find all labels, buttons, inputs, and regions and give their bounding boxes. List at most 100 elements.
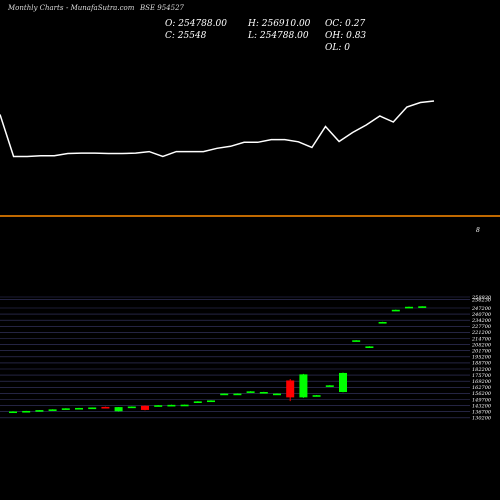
price-tick-label: 175700 [472,373,492,379]
candle-body [339,372,347,393]
candle [141,405,149,411]
candle [286,379,295,402]
price-tick-label: 227700 [471,324,492,330]
candle-body [114,407,123,412]
ohlc-low: L: 254788.00 [247,31,309,41]
candle [114,407,123,412]
candle [325,385,334,387]
candle [193,401,202,403]
candle [101,406,110,409]
candle-body [233,393,242,396]
candle [61,408,70,410]
candle-body [405,306,413,309]
candlestick-chart [9,306,427,414]
candle-body [365,346,374,348]
price-tick-label: 240700 [471,312,492,318]
candle [299,373,308,398]
candle-body [167,404,176,407]
candle-body [61,408,70,410]
candle [22,410,31,413]
candle [180,404,189,407]
header-source: - MunafaSutra.com [66,4,135,12]
header-symbol: BSE 954527 [139,4,185,12]
candle-body [378,321,387,324]
candle [167,404,176,407]
ohlc-close: C: 25548 [165,31,207,41]
candle-body [141,405,149,410]
price-line [0,100,435,158]
candle [418,306,427,308]
price-tick-label: 256230 [471,297,492,303]
candle-body [88,407,97,410]
price-tick-label: 258930 [471,295,492,301]
candle-body [299,374,308,398]
candle [127,406,136,409]
price-tick-label: 195200 [472,355,492,361]
price-tick-label: 234200 [471,318,492,324]
price-tick-label: 143200 [472,403,492,409]
price-tick-label: 130200 [472,416,492,422]
ohlc-open: O: 254788.00 [165,19,227,29]
price-tick-label: 208200 [471,342,492,348]
candle [233,393,242,396]
price-tick-label: 221200 [471,330,492,336]
candle-body [207,400,215,403]
candle [365,346,374,348]
candle [246,391,255,393]
price-grid [0,296,470,419]
candle [35,410,44,412]
ohlc-ol: OL: 0 [325,43,350,53]
candle [75,407,83,410]
candle-body [9,411,17,414]
candle [391,309,400,312]
candle-body [22,410,31,413]
candle [88,407,97,410]
candle-body [418,306,427,308]
price-tick-label: 136700 [472,410,492,416]
header-period: Monthly Charts [7,4,64,12]
candle [259,391,268,394]
price-tick-label: 169200 [472,379,492,385]
price-tick-label: 201700 [471,349,492,355]
candle [207,400,215,403]
candle-body [127,406,136,409]
candle [9,411,17,414]
candle-body [259,392,268,394]
price-tick-label: 214700 [471,336,492,342]
candle-body [220,393,229,396]
candle-body [101,406,110,409]
candle-body [325,385,334,387]
candle-body [154,405,163,407]
candle [352,340,361,342]
candle-body [352,340,361,342]
candle-body [35,410,44,412]
price-tick-label: 156200 [472,391,492,397]
candle [312,395,321,397]
candle-body [75,407,83,410]
price-tick-label: 162700 [472,385,492,391]
candle [154,405,163,407]
panel-marker: 8 [476,227,480,234]
price-tick-label: 247200 [471,306,492,312]
ohlc-oh: OH: 0.83 [325,31,366,41]
candle-body [193,401,202,403]
candle-body [180,404,189,407]
price-tick-label: 149700 [472,397,492,403]
header-source-text: MunafaSutra.com [70,4,135,12]
price-tick-label: 182200 [472,367,492,373]
candle-body [286,380,295,398]
candle-body [312,395,321,397]
candle-body [273,393,281,396]
candle-body [48,409,57,411]
candle [405,306,413,309]
line-chart [0,100,435,158]
price-tick-label: 188700 [472,361,492,367]
candle-body [246,391,255,393]
candle [273,393,281,396]
ohlc-oc: OC: 0.27 [325,19,365,29]
candle-body [391,309,400,312]
candle [48,409,57,411]
